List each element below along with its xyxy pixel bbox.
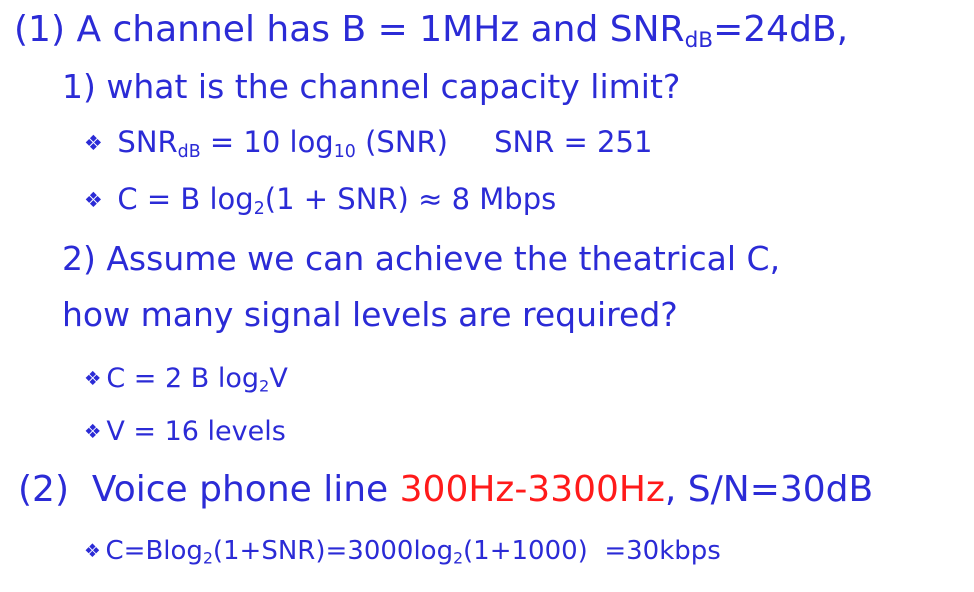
text: C = B log xyxy=(117,182,254,216)
bullet-voice-capacity: ❖ C=Blog2(1+SNR)=3000log2(1+1000) =30kbps xyxy=(84,536,721,568)
heading-text: (1) A channel has B = 1MHz and SNR xyxy=(14,9,685,50)
text: C = 2 B log xyxy=(106,363,260,394)
text: V xyxy=(269,363,288,394)
bullet-nyquist-formula: ❖ C = 2 B log2V xyxy=(84,363,288,394)
subscript: 2 xyxy=(453,549,464,568)
bullet-icon: ❖ xyxy=(84,187,103,212)
text: V = 16 levels xyxy=(106,416,286,447)
bullet-snr-formula: ❖ SNRdB = 10 log10 (SNR) SNR = 251 xyxy=(84,125,653,161)
bullet-capacity-formula: ❖ C = B log2(1 + SNR) ≈ 8 Mbps xyxy=(84,182,557,218)
part-2-question-line-2: how many signal levels are required? xyxy=(62,295,678,334)
text: (1+1000) =30kbps xyxy=(463,536,721,566)
frequency-range-highlight: 300Hz-3300Hz xyxy=(399,469,665,510)
bullet-icon: ❖ xyxy=(84,366,102,390)
subscript: dB xyxy=(177,141,201,162)
bullet-icon: ❖ xyxy=(84,540,101,562)
text: C=Blog xyxy=(105,536,203,566)
heading-text: (2) Voice phone line xyxy=(18,469,400,510)
subscript: 2 xyxy=(202,549,213,568)
subscript: 10 xyxy=(333,141,356,162)
question-2-heading: (2) Voice phone line 300Hz-3300Hz, S/N=3… xyxy=(18,472,873,508)
subscript: 2 xyxy=(259,376,270,396)
text: (1 + SNR) ≈ 8 Mbps xyxy=(264,182,557,216)
subscript: 2 xyxy=(253,198,265,219)
bullet-icon: ❖ xyxy=(84,130,103,155)
question-1-heading: (1) A channel has B = 1MHz and SNRdB=24d… xyxy=(14,9,849,52)
text: = 10 log xyxy=(200,125,334,159)
heading-text: , S/N=30dB xyxy=(664,469,874,510)
part-1-question: 1) what is the channel capacity limit? xyxy=(62,67,681,106)
text: (1+SNR)=3000log xyxy=(212,536,454,566)
text: SNR xyxy=(117,125,178,159)
bullet-levels-result: ❖ V = 16 levels xyxy=(84,418,286,445)
subscript: dB xyxy=(684,28,714,54)
heading-text: =24dB, xyxy=(713,9,849,50)
text: (SNR) SNR = 251 xyxy=(355,125,653,159)
bullet-icon: ❖ xyxy=(84,419,102,443)
part-2-question-line-1: 2) Assume we can achieve the theatrical … xyxy=(62,239,781,278)
